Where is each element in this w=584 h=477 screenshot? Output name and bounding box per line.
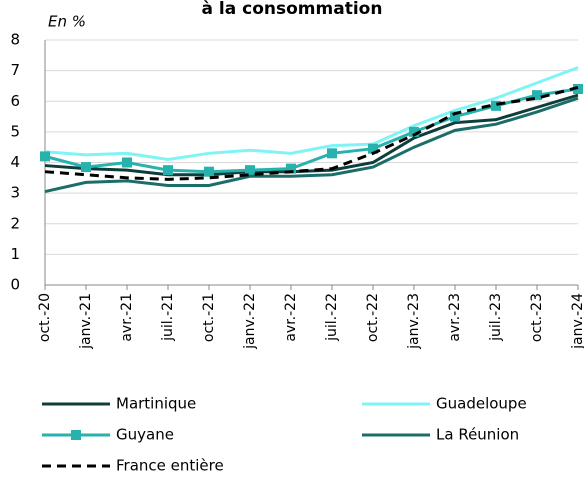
marker [327,148,337,159]
marker [81,162,91,173]
series-line [44,93,579,177]
x-tick-label: janv.-21 [78,293,94,350]
y-axis-label: En % [48,13,86,31]
x-tick-label: janv.-23 [406,293,422,350]
series-line [44,86,579,181]
y-tick-label: 2 [10,214,20,232]
legend-marker [71,430,81,440]
marker [532,90,542,101]
marker [286,163,296,174]
legend-label: La Réunion [436,426,519,444]
x-tick-label: juil.-21 [160,293,176,342]
y-tick-label: 3 [10,184,20,202]
marker [450,111,460,122]
marker [204,166,214,177]
x-tick-label: janv.-24 [570,293,584,350]
y-tick-label: 7 [10,61,20,79]
marker [491,100,501,111]
x-tick-label: avr.-22 [283,293,299,342]
legend-label: Guadeloupe [436,395,527,413]
legend-label: Martinique [116,395,196,413]
y-tick-label: 8 [10,31,20,49]
marker [368,143,378,154]
marker [245,165,255,176]
y-tick-label: 4 [10,153,20,171]
x-tick-label: oct.-21 [201,293,217,342]
legend-label: Guyane [116,426,174,444]
x-tick-label: avr.-21 [119,293,135,342]
x-tick-label: oct.-20 [37,293,53,342]
x-tick-label: juil.-23 [488,293,504,342]
x-tick-label: oct.-22 [365,293,381,342]
y-tick-label: 1 [10,245,20,263]
chart-title: à la consommation [202,0,383,19]
y-tick-label: 5 [10,122,20,140]
x-tick-label: juil.-22 [324,293,340,342]
x-tick-label: avr.-23 [447,293,463,342]
marker [40,151,50,162]
series-line [44,66,579,161]
series-line [44,87,579,174]
x-tick-label: janv.-22 [242,293,258,350]
y-tick-label: 6 [10,92,20,110]
marker [122,157,132,168]
x-tick-label: oct.-23 [529,293,545,342]
marker [409,126,419,137]
y-tick-label: 0 [10,276,20,294]
series-line [44,96,579,194]
marker [163,165,173,176]
legend-label: France entière [116,457,224,475]
